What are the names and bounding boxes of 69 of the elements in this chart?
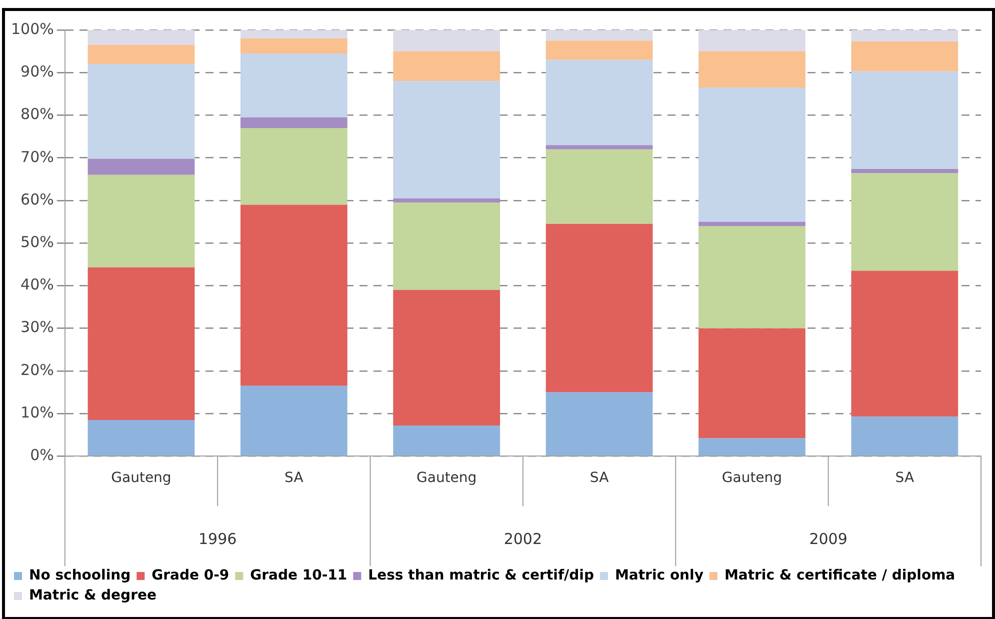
x-tick-label: Gauteng — [416, 470, 477, 486]
bar — [240, 117, 348, 128]
bar — [546, 145, 653, 150]
y-tick-label: 0% — [30, 446, 54, 464]
legend-label: Grade 0-9 — [152, 568, 230, 584]
y-tick-label: 20% — [20, 360, 54, 379]
bar — [393, 51, 500, 82]
bar — [698, 88, 806, 222]
bar — [88, 267, 195, 420]
y-tick-label: 70% — [20, 148, 54, 166]
bar — [88, 64, 195, 159]
y-tick-label: 100% — [10, 20, 54, 38]
y-tick-label: 10% — [20, 403, 54, 422]
text: 1996 — [198, 530, 237, 548]
legend-label: Grade 10-11 — [250, 568, 348, 584]
x-tick-label: SA — [895, 470, 914, 486]
bar — [240, 386, 348, 456]
bar — [240, 30, 348, 39]
y-tick-label: 90% — [20, 62, 54, 81]
legend-label: Matric only — [614, 568, 704, 584]
bar — [698, 222, 806, 226]
bar — [88, 30, 195, 45]
legend-label: Less than matric & certif/dip — [368, 568, 594, 584]
bar — [88, 174, 195, 268]
text: 2002 — [504, 530, 542, 548]
bar — [546, 149, 653, 224]
bar — [851, 270, 958, 417]
bar — [851, 30, 958, 42]
bar — [698, 438, 806, 456]
bar — [393, 198, 500, 203]
x-tick-label: SA — [590, 470, 610, 486]
bar — [393, 426, 500, 456]
bar — [393, 30, 500, 52]
bar — [88, 158, 195, 175]
bar — [851, 168, 958, 174]
bar — [698, 51, 806, 88]
bar — [240, 38, 348, 54]
x-tick-label: Gauteng — [722, 470, 782, 486]
bar — [546, 40, 653, 60]
y-tick-label: 50% — [20, 232, 54, 251]
bar — [240, 53, 348, 118]
bar — [393, 81, 500, 198]
text: 2009 — [809, 530, 848, 548]
bar — [88, 420, 195, 456]
bar — [546, 30, 653, 41]
legend-label: Matric & certificate / diploma — [724, 568, 956, 584]
x-tick-label: SA — [284, 470, 304, 486]
bar — [698, 30, 806, 52]
bar — [851, 71, 958, 169]
y-tick-label: 30% — [20, 318, 54, 336]
bar — [546, 392, 653, 456]
bar — [698, 226, 806, 328]
bar — [851, 416, 958, 456]
bar — [240, 128, 348, 205]
bar — [393, 290, 500, 426]
bar — [546, 224, 653, 392]
bar — [393, 202, 500, 290]
y-tick-label: 80% — [20, 105, 54, 124]
y-tick-label: 60% — [20, 190, 54, 208]
bar — [546, 60, 653, 146]
bar — [240, 204, 348, 386]
x-tick-label: Gauteng — [111, 470, 172, 486]
legend-label: Matric & degree — [29, 588, 156, 604]
y-tick-label: 40% — [20, 276, 54, 294]
bar — [698, 328, 806, 438]
bar — [851, 173, 958, 271]
bar — [88, 44, 195, 64]
legend-label: No schooling — [29, 568, 131, 584]
bar — [851, 42, 958, 72]
